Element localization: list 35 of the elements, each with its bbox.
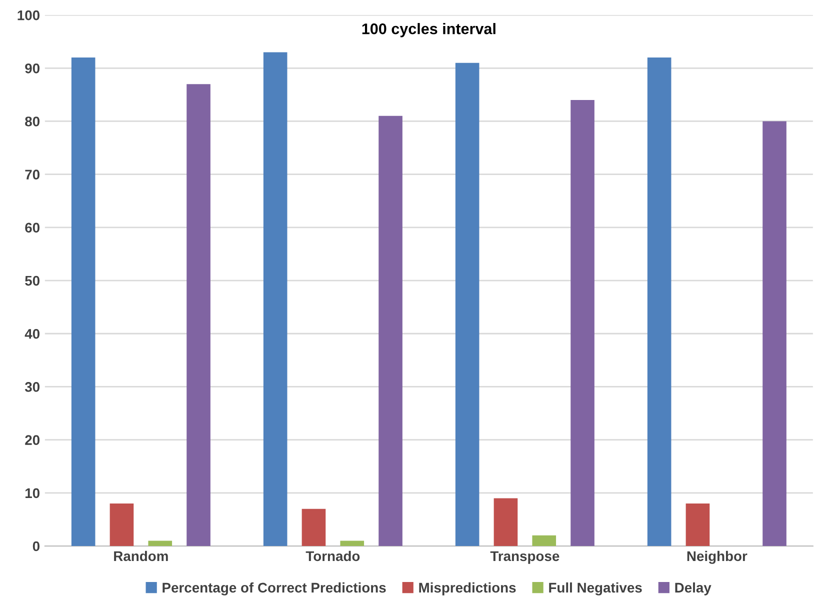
y-tick-label: 40 [24, 328, 40, 339]
bar [686, 504, 710, 546]
legend-label: Mispredictions [419, 582, 516, 596]
y-tick-label: 60 [25, 222, 40, 233]
legend-label: Full Negatives [549, 582, 642, 596]
bar [302, 508, 326, 546]
legend-label: Percentage of Correct Predictions [162, 582, 386, 596]
y-tick-label: 50 [25, 276, 40, 286]
bar [570, 100, 594, 546]
x-tick-label: Neighbor [687, 550, 748, 564]
bar [263, 52, 288, 546]
bar [494, 498, 518, 546]
bar [340, 540, 364, 546]
bar [762, 121, 786, 546]
bar [647, 58, 672, 546]
y-tick-label: 30 [24, 382, 40, 392]
y-tick-label: 20 [25, 435, 40, 445]
legend-label: Delay [675, 582, 712, 596]
y-tick-label: 100 [18, 10, 40, 20]
bar [71, 58, 96, 546]
bar [110, 504, 134, 546]
bar [186, 84, 210, 546]
chart-title: 100 cycles interval [362, 23, 496, 38]
y-tick-label: 80 [25, 116, 40, 126]
y-tick-label: 0 [32, 541, 40, 552]
y-tick-label: 10 [26, 488, 40, 498]
bar [378, 116, 402, 546]
bar [532, 535, 556, 546]
bar [455, 62, 480, 546]
x-tick-label: Random [114, 550, 168, 562]
x-tick-label: Tornado [306, 550, 360, 562]
bar [148, 540, 172, 546]
y-tick-label: 70 [25, 170, 40, 180]
x-tick-label: Transpose [490, 551, 560, 564]
y-tick-label: 90 [25, 63, 40, 74]
